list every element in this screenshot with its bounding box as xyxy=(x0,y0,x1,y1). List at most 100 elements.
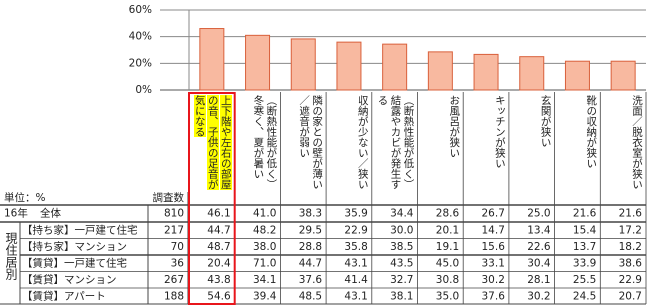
bar xyxy=(473,53,499,91)
row-count: 810 xyxy=(164,208,184,220)
cell-value: 71.0 xyxy=(253,257,276,269)
x-tick-label: （断熱性能が低く）結露やカビが発生する xyxy=(376,95,415,190)
x-tick-label: 収納が少ない／狭い xyxy=(356,95,369,190)
cell-value: 15.6 xyxy=(482,241,506,253)
cell-value: 54.6 xyxy=(207,290,231,302)
row-count: 267 xyxy=(164,274,184,286)
cell-value: 15.4 xyxy=(573,224,597,236)
cell-value: 48.2 xyxy=(253,224,276,236)
cell-value: 37.6 xyxy=(299,274,323,286)
bar xyxy=(610,60,636,91)
cell-value: 34.4 xyxy=(390,208,414,220)
x-tick-label: 上下階や左右の部屋の音、子供の足音が気になる xyxy=(192,95,232,195)
row-label: 【賃貸】マンション xyxy=(22,273,117,286)
cell-value: 41.4 xyxy=(344,274,368,286)
cell-value: 28.8 xyxy=(299,241,322,253)
y-tick-label: 60% xyxy=(129,4,152,16)
cell-value: 22.6 xyxy=(527,241,551,253)
cell-value: 38.6 xyxy=(619,257,643,269)
cell-value: 20.7 xyxy=(619,290,642,302)
row-year: 16年 xyxy=(4,207,28,220)
row-count: 70 xyxy=(171,241,184,253)
highlight-box xyxy=(188,92,236,305)
cell-value: 17.2 xyxy=(619,224,642,236)
x-tick-label: （断熱性能が低く）冬寒く、夏が暑い xyxy=(252,95,278,190)
cell-value: 18.2 xyxy=(619,241,642,253)
cell-value: 43.1 xyxy=(344,257,367,269)
row-count: 36 xyxy=(171,257,185,269)
unit-label: 単位：% xyxy=(4,191,45,204)
cell-value: 41.0 xyxy=(253,208,276,220)
row-label: 全体 xyxy=(40,207,61,220)
cell-value: 26.7 xyxy=(482,208,505,220)
x-tick-label-text: 上下階や左右の部屋の音、子供の足音が気になる xyxy=(193,95,232,190)
cell-value: 43.1 xyxy=(344,290,367,302)
cell-value: 24.5 xyxy=(573,290,596,302)
x-tick-label: 玄関が狭い xyxy=(539,95,552,148)
cell-value: 21.6 xyxy=(573,208,597,220)
row-label: 【持ち家】一戸建て住宅 xyxy=(22,223,138,236)
cell-value: 13.4 xyxy=(527,224,551,236)
cell-value: 37.6 xyxy=(482,290,506,302)
cell-value: 20.1 xyxy=(436,224,459,236)
cell-value: 30.4 xyxy=(527,257,551,269)
group-label: 現住居別 xyxy=(4,232,18,280)
x-tick-label: キッチンが狭い xyxy=(493,95,506,169)
bar xyxy=(519,56,545,91)
bar xyxy=(564,60,590,91)
bar xyxy=(427,51,453,91)
cell-value: 28.6 xyxy=(436,208,460,220)
cell-value: 30.2 xyxy=(482,274,505,286)
cell-value: 25.0 xyxy=(527,208,550,220)
cell-value: 38.3 xyxy=(299,208,322,220)
cell-value: 33.1 xyxy=(482,257,505,269)
cell-value: 22.9 xyxy=(344,224,367,236)
row-label: 【持ち家】マンション xyxy=(22,240,127,253)
cell-value: 35.0 xyxy=(436,290,459,302)
cell-value: 29.5 xyxy=(299,224,322,236)
cell-value: 19.1 xyxy=(436,241,459,253)
cell-value: 20.4 xyxy=(207,257,231,269)
cell-value: 25.5 xyxy=(573,274,596,286)
bar xyxy=(290,38,316,91)
cell-value: 39.4 xyxy=(253,290,277,302)
cell-value: 32.7 xyxy=(390,274,413,286)
cell-value: 43.8 xyxy=(207,274,230,286)
y-tick-label: 20% xyxy=(129,57,152,69)
cell-value: 14.7 xyxy=(482,224,505,236)
cell-value: 38.1 xyxy=(390,290,413,302)
bar xyxy=(336,41,362,91)
y-tick-label: 0% xyxy=(135,84,152,96)
x-tick-label: 洗面／脱衣室が狭い xyxy=(630,95,643,190)
cell-value: 38.5 xyxy=(390,241,413,253)
bar xyxy=(245,34,271,91)
cell-value: 30.8 xyxy=(436,274,459,286)
cell-value: 30.0 xyxy=(390,224,413,236)
cell-value: 13.7 xyxy=(573,241,596,253)
cell-value: 46.1 xyxy=(207,208,230,220)
cell-value: 35.8 xyxy=(344,241,367,253)
cell-value: 21.6 xyxy=(619,208,643,220)
x-tick-label: お風呂が狭い xyxy=(448,95,461,158)
cell-value: 44.7 xyxy=(207,224,230,236)
cell-value: 28.1 xyxy=(527,274,550,286)
cell-value: 48.7 xyxy=(207,241,230,253)
cell-value: 34.1 xyxy=(253,274,276,286)
cell-value: 43.5 xyxy=(390,257,413,269)
cell-value: 30.2 xyxy=(527,290,550,302)
row-count: 188 xyxy=(164,290,184,302)
bar xyxy=(199,28,225,91)
cell-value: 45.0 xyxy=(436,257,459,269)
row-label: 【賃貸】一戸建て住宅 xyxy=(22,256,127,269)
cell-value: 35.9 xyxy=(344,208,367,220)
cell-value: 33.9 xyxy=(573,257,596,269)
x-tick-label: 靴の収納が狭い xyxy=(585,95,598,169)
row-label: 【賃貸】アパート xyxy=(22,289,106,302)
y-tick-label: 40% xyxy=(129,31,152,43)
count-header: 調査数 xyxy=(153,191,185,204)
row-count: 217 xyxy=(164,224,184,236)
cell-value: 22.9 xyxy=(619,274,642,286)
cell-value: 48.5 xyxy=(299,290,322,302)
